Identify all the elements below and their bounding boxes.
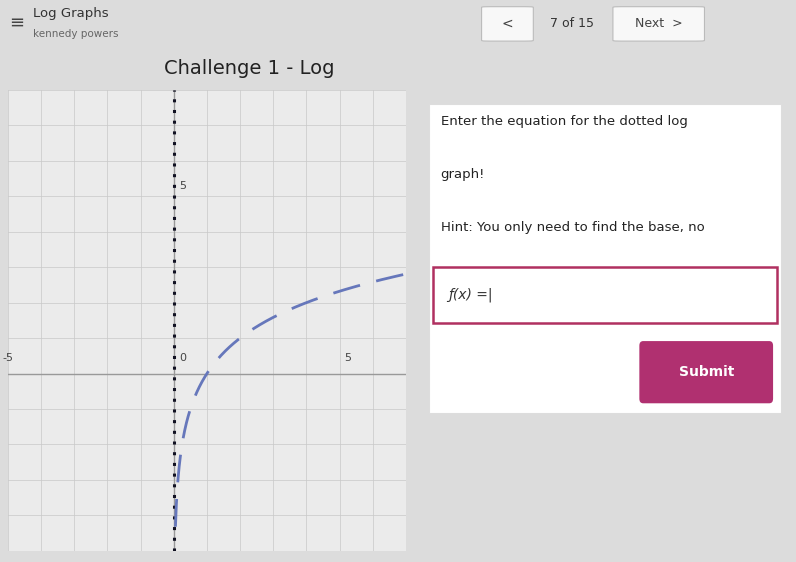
Text: Next  >: Next >	[635, 17, 682, 30]
FancyBboxPatch shape	[639, 341, 773, 404]
Text: -5: -5	[2, 353, 14, 363]
Text: 5: 5	[345, 353, 352, 363]
Text: 5: 5	[179, 181, 185, 191]
Text: ƒ(x) =|: ƒ(x) =|	[448, 288, 493, 302]
Text: ≡: ≡	[10, 14, 25, 32]
Text: 7 of 15: 7 of 15	[549, 17, 594, 30]
Text: graph!: graph!	[441, 168, 485, 182]
FancyBboxPatch shape	[482, 7, 533, 41]
FancyBboxPatch shape	[429, 104, 781, 413]
FancyBboxPatch shape	[433, 268, 777, 323]
Text: <: <	[501, 17, 513, 31]
Text: Submit: Submit	[678, 365, 734, 379]
FancyBboxPatch shape	[613, 7, 704, 41]
Text: Challenge 1 - Log: Challenge 1 - Log	[164, 60, 335, 78]
Text: need to shift L/R/U/D!: need to shift L/R/U/D!	[441, 274, 584, 287]
Text: Log Graphs: Log Graphs	[33, 7, 109, 20]
Text: Hint: You only need to find the base, no: Hint: You only need to find the base, no	[441, 221, 704, 234]
Text: Enter the equation for the dotted log: Enter the equation for the dotted log	[441, 115, 688, 128]
Text: 0: 0	[179, 353, 185, 363]
Text: kennedy powers: kennedy powers	[33, 29, 119, 39]
